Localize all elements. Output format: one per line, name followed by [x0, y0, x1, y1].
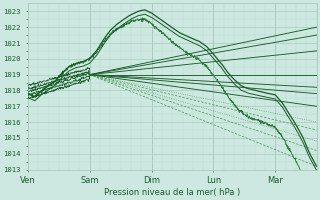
X-axis label: Pression niveau de la mer( hPa ): Pression niveau de la mer( hPa ) [104, 188, 240, 197]
